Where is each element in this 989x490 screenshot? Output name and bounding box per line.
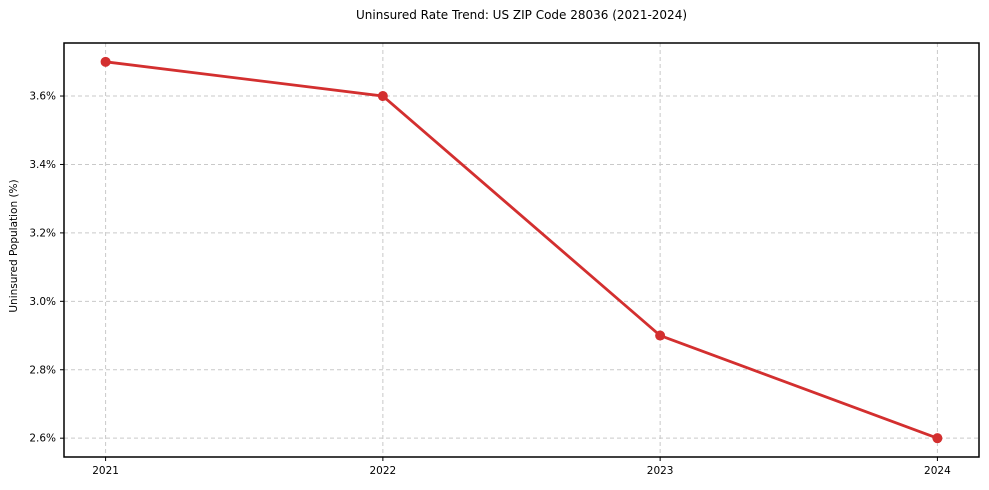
y-tick-label: 2.8% [29,364,56,376]
trend-line [104,60,939,440]
plot-area-background [64,43,979,457]
y-tick-label: 3.0% [29,296,56,308]
data-point-marker [100,56,111,67]
chart-title: Uninsured Rate Trend: US ZIP Code 28036 … [355,8,688,22]
y-tick-label: 3.6% [29,91,56,103]
data-point-marker [932,433,943,444]
x-tick-label: 2024 [924,465,951,477]
y-tick-label: 3.2% [29,227,56,239]
data-point-marker [377,91,388,102]
x-tick-label: 2023 [647,465,674,477]
data-point-marker [655,330,666,341]
plot-border [63,42,980,458]
y-tick-label: 3.4% [29,159,56,171]
x-tick-label: 2022 [369,465,396,477]
x-tick-label: 2021 [92,465,119,477]
y-tick-label: 2.6% [29,433,56,445]
